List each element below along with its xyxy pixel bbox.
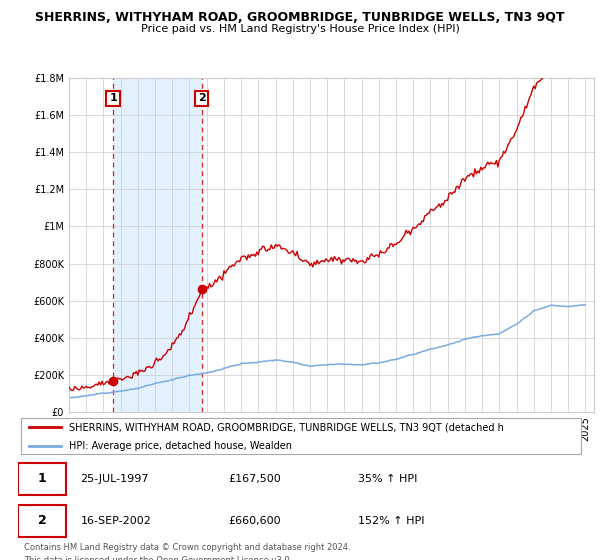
- Text: 152% ↑ HPI: 152% ↑ HPI: [358, 516, 425, 526]
- Text: 1: 1: [38, 472, 47, 486]
- FancyBboxPatch shape: [18, 505, 66, 537]
- Text: 25-JUL-1997: 25-JUL-1997: [80, 474, 149, 484]
- Text: 2: 2: [198, 94, 206, 104]
- Text: Contains HM Land Registry data © Crown copyright and database right 2024.: Contains HM Land Registry data © Crown c…: [24, 543, 350, 552]
- Text: 35% ↑ HPI: 35% ↑ HPI: [358, 474, 418, 484]
- Bar: [113, 78, 202, 412]
- Text: 2: 2: [38, 514, 47, 528]
- Text: This data is licensed under the Open Government Licence v3.0.: This data is licensed under the Open Gov…: [24, 556, 292, 560]
- FancyBboxPatch shape: [21, 418, 581, 454]
- Text: SHERRINS, WITHYHAM ROAD, GROOMBRIDGE, TUNBRIDGE WELLS, TN3 9QT: SHERRINS, WITHYHAM ROAD, GROOMBRIDGE, TU…: [35, 11, 565, 24]
- Text: 1: 1: [109, 94, 117, 104]
- Text: Price paid vs. HM Land Registry's House Price Index (HPI): Price paid vs. HM Land Registry's House …: [140, 24, 460, 34]
- Text: 16-SEP-2002: 16-SEP-2002: [80, 516, 151, 526]
- Text: HPI: Average price, detached house, Wealden: HPI: Average price, detached house, Weal…: [69, 441, 292, 451]
- FancyBboxPatch shape: [18, 463, 66, 495]
- Text: SHERRINS, WITHYHAM ROAD, GROOMBRIDGE, TUNBRIDGE WELLS, TN3 9QT (detached h: SHERRINS, WITHYHAM ROAD, GROOMBRIDGE, TU…: [69, 422, 504, 432]
- Text: £660,600: £660,600: [228, 516, 280, 526]
- Text: £167,500: £167,500: [228, 474, 281, 484]
